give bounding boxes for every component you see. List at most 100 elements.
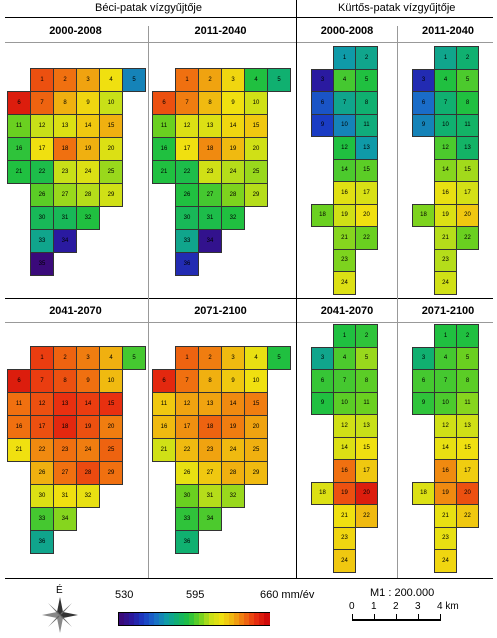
grid-cell: 17 [30, 415, 54, 439]
grid-cell: 9 [221, 369, 245, 393]
grid-cell: 20 [456, 481, 479, 505]
grid-cell: 25 [99, 160, 123, 184]
grid-cell: 23 [333, 526, 356, 550]
cell-label: 21 [341, 512, 348, 519]
grid-cell: 33 [30, 229, 54, 253]
grid-cell: 21 [434, 504, 457, 528]
grid-cell: 30 [30, 206, 54, 230]
grid-cell: 26 [30, 183, 54, 207]
cell-label: 8 [465, 377, 470, 384]
grid-cell: 8 [355, 369, 378, 393]
cell-label: 18 [61, 424, 69, 430]
grid-cell: 34 [198, 507, 222, 531]
cell-label: 28 [229, 192, 237, 198]
cell-label: 25 [107, 169, 115, 175]
cell-label: 28 [84, 192, 92, 198]
cell-label: 2 [63, 355, 67, 361]
cell-label: 2 [208, 355, 212, 361]
grid-cell: 3 [311, 346, 334, 370]
cell-label: 8 [63, 378, 67, 384]
panel-divider [397, 26, 398, 578]
panel-rule [5, 322, 493, 323]
grid-cell: 23 [198, 160, 222, 184]
cell-label: 19 [442, 490, 449, 497]
grid-cell: 10 [244, 369, 268, 393]
catchment-divider [296, 0, 297, 578]
grid-cell: 18 [198, 415, 222, 439]
scale-tick-label: 4 km [437, 601, 459, 612]
cell-label: 30 [183, 493, 191, 499]
grid-cell: 20 [355, 481, 378, 505]
cell-label: 7 [443, 377, 448, 384]
cell-label: 18 [206, 146, 214, 152]
cell-label: 9 [86, 378, 90, 384]
cell-label: 29 [252, 192, 260, 198]
panel-title: 2071-2100 [421, 305, 475, 317]
grid-cell: 24 [76, 438, 100, 462]
grid-cell: 15 [456, 158, 479, 182]
cell-label: 13 [363, 144, 370, 151]
grid-cell: 13 [198, 114, 222, 138]
grid-cell: 16 [152, 415, 176, 439]
grid-cell: 5 [355, 346, 378, 370]
legend-swatch [189, 613, 195, 625]
grid-cell: 32 [76, 206, 100, 230]
legend-swatch [249, 613, 255, 625]
cell-label: 14 [84, 401, 92, 407]
cell-label: 21 [442, 512, 449, 519]
grid-cell: 5 [122, 346, 146, 370]
grid-cell: 29 [99, 183, 123, 207]
grid-cell: 28 [221, 183, 245, 207]
legend-swatch [224, 613, 230, 625]
cell-label: 21 [160, 447, 168, 453]
grid-cell: 19 [434, 481, 457, 505]
cell-label: 13 [363, 422, 370, 429]
legend-swatch [134, 613, 140, 625]
grid-cell: 4 [333, 346, 356, 370]
grid-cell: 1 [333, 324, 356, 348]
cell-label: 1 [40, 77, 44, 83]
panel-divider [148, 26, 149, 578]
cell-label: 23 [61, 169, 69, 175]
cell-label: 19 [341, 490, 348, 497]
cell-label: 8 [208, 100, 212, 106]
cell-label: 8 [364, 377, 369, 384]
grid-cell: 18 [198, 137, 222, 161]
cell-label: 5 [132, 77, 136, 83]
cell-label: 5 [364, 355, 369, 362]
panel-title: 2041-2070 [49, 305, 102, 317]
grid-cell: 27 [198, 461, 222, 485]
grid-cell: 11 [7, 114, 31, 138]
cell-label: 16 [15, 424, 23, 430]
cell-label: 20 [363, 490, 370, 497]
cell-label: 12 [38, 401, 46, 407]
cell-label: 1 [443, 54, 448, 61]
cell-label: 27 [61, 470, 69, 476]
cell-label: 29 [107, 192, 115, 198]
grid-cell: 6 [412, 91, 435, 115]
grid-cell: 5 [267, 68, 291, 92]
legend-swatch [204, 613, 210, 625]
cell-label: 21 [15, 447, 23, 453]
cell-label: 20 [252, 424, 260, 430]
legend-swatch [169, 613, 175, 625]
legend-swatch [129, 613, 135, 625]
legend-swatch [209, 613, 215, 625]
grid-cell: 30 [175, 484, 199, 508]
grid-cell: 16 [7, 137, 31, 161]
cell-label: 24 [84, 447, 92, 453]
grid-cell: 21 [152, 438, 176, 462]
grid-cell: 24 [434, 271, 457, 295]
grid-cell: 22 [355, 504, 378, 528]
cell-label: 19 [229, 424, 237, 430]
cell-label: 12 [341, 422, 348, 429]
legend-swatch [259, 613, 265, 625]
cell-label: 27 [61, 192, 69, 198]
panel-title: 2000-2008 [49, 25, 102, 37]
cell-label: 14 [442, 445, 449, 452]
grid-cell: 20 [355, 203, 378, 227]
cell-label: 13 [61, 123, 69, 129]
cell-label: 7 [40, 378, 44, 384]
grid-cell: 24 [333, 549, 356, 573]
cell-label: 19 [84, 424, 92, 430]
